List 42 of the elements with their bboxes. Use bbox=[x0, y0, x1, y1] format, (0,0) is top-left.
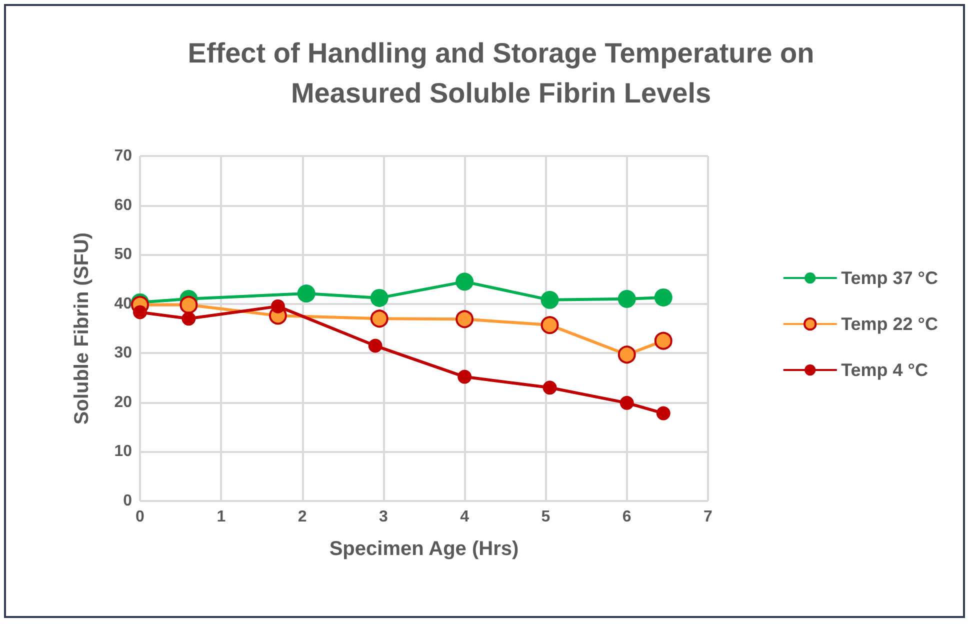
y-tick-label: 50 bbox=[114, 246, 132, 264]
legend-label: Temp 37 °C bbox=[841, 268, 938, 288]
point bbox=[370, 288, 388, 307]
point bbox=[618, 346, 636, 364]
x-tick-label: 1 bbox=[216, 508, 226, 526]
point bbox=[297, 284, 316, 302]
point bbox=[542, 380, 557, 395]
point bbox=[182, 312, 196, 326]
x-tick-label: 5 bbox=[541, 508, 550, 526]
point bbox=[654, 288, 672, 306]
point bbox=[370, 310, 388, 328]
y-tick-label: 60 bbox=[114, 196, 132, 214]
chart-title: Effect of Handling and Storage Temperature on Measured Soluble Fibrin Levels bbox=[188, 38, 814, 108]
point bbox=[656, 406, 670, 420]
legend-label: Temp 22 °C bbox=[841, 314, 938, 334]
x-tick-label: 6 bbox=[622, 508, 632, 526]
point bbox=[456, 310, 474, 328]
y-tick-label: 20 bbox=[114, 394, 132, 411]
point bbox=[180, 296, 198, 314]
point bbox=[540, 316, 559, 334]
y-axis-title: Soluble Fibrin (SFU) bbox=[71, 232, 93, 425]
y-tick-label: 0 bbox=[123, 492, 132, 510]
y-tick-label: 10 bbox=[114, 443, 132, 460]
point bbox=[270, 299, 285, 314]
point bbox=[368, 338, 382, 353]
x-axis-title: Specimen Age (Hrs) bbox=[329, 538, 519, 560]
point bbox=[540, 290, 559, 309]
point bbox=[458, 370, 472, 384]
x-tick-label: 7 bbox=[704, 508, 713, 526]
legend-label: Temp 4 °C bbox=[841, 360, 928, 380]
x-tick-label: 4 bbox=[460, 508, 470, 526]
x-tick-label: 0 bbox=[136, 508, 145, 526]
point bbox=[133, 305, 147, 320]
y-tick-label: 70 bbox=[114, 148, 132, 164]
y-tick-label: 30 bbox=[114, 344, 132, 362]
point bbox=[456, 272, 474, 291]
point bbox=[654, 332, 672, 350]
x-tick-label: 2 bbox=[298, 508, 307, 526]
point bbox=[620, 396, 634, 410]
x-tick-label: 3 bbox=[378, 508, 388, 526]
y-tick-label: 40 bbox=[114, 295, 132, 312]
point bbox=[618, 290, 636, 308]
